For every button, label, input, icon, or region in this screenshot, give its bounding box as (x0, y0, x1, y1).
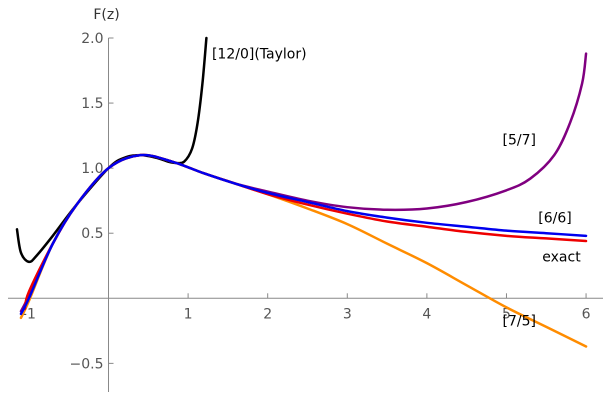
y-axis-label: F(z) (93, 7, 119, 23)
series-line-1 (19, 52, 588, 313)
y-tick-label: 2.0 (81, 31, 103, 47)
y-tick-label: 1.5 (81, 96, 103, 112)
series-label-2: [6/6] (538, 211, 571, 227)
y-ticks: −0.5 0.5 1.0 1.5 2.0 (70, 31, 114, 372)
y-tick-label: 1.0 (81, 161, 103, 177)
series-line-3 (23, 153, 588, 310)
x-tick-label: 5 (502, 306, 511, 322)
series-labels: [12/0](Taylor) [5/7] [6/6] exact [7/5] (212, 47, 581, 330)
series-line-2 (19, 153, 588, 316)
series-line-0 (15, 36, 208, 264)
axes: -1 1 2 3 4 5 6 −0.50.51.01.52.0 (8, 31, 603, 392)
x-tick-label: 4 (422, 306, 431, 322)
y-tick-label: −0.5 (70, 356, 104, 372)
series-label-0: [12/0](Taylor) (212, 47, 307, 63)
series-label-1: [5/7] (502, 133, 535, 149)
x-tick-label: 3 (343, 306, 352, 322)
x-tick-label: 1 (184, 306, 193, 322)
x-ticks: -1 1 2 3 4 5 6 (22, 293, 591, 322)
series-lines (15, 36, 588, 348)
y-tick-label: 0.5 (81, 226, 103, 242)
series-label-4: [7/5] (502, 313, 535, 329)
x-tick-label: 2 (263, 306, 272, 322)
series-label-3: exact (542, 250, 581, 266)
x-tick-label: 6 (582, 306, 591, 322)
